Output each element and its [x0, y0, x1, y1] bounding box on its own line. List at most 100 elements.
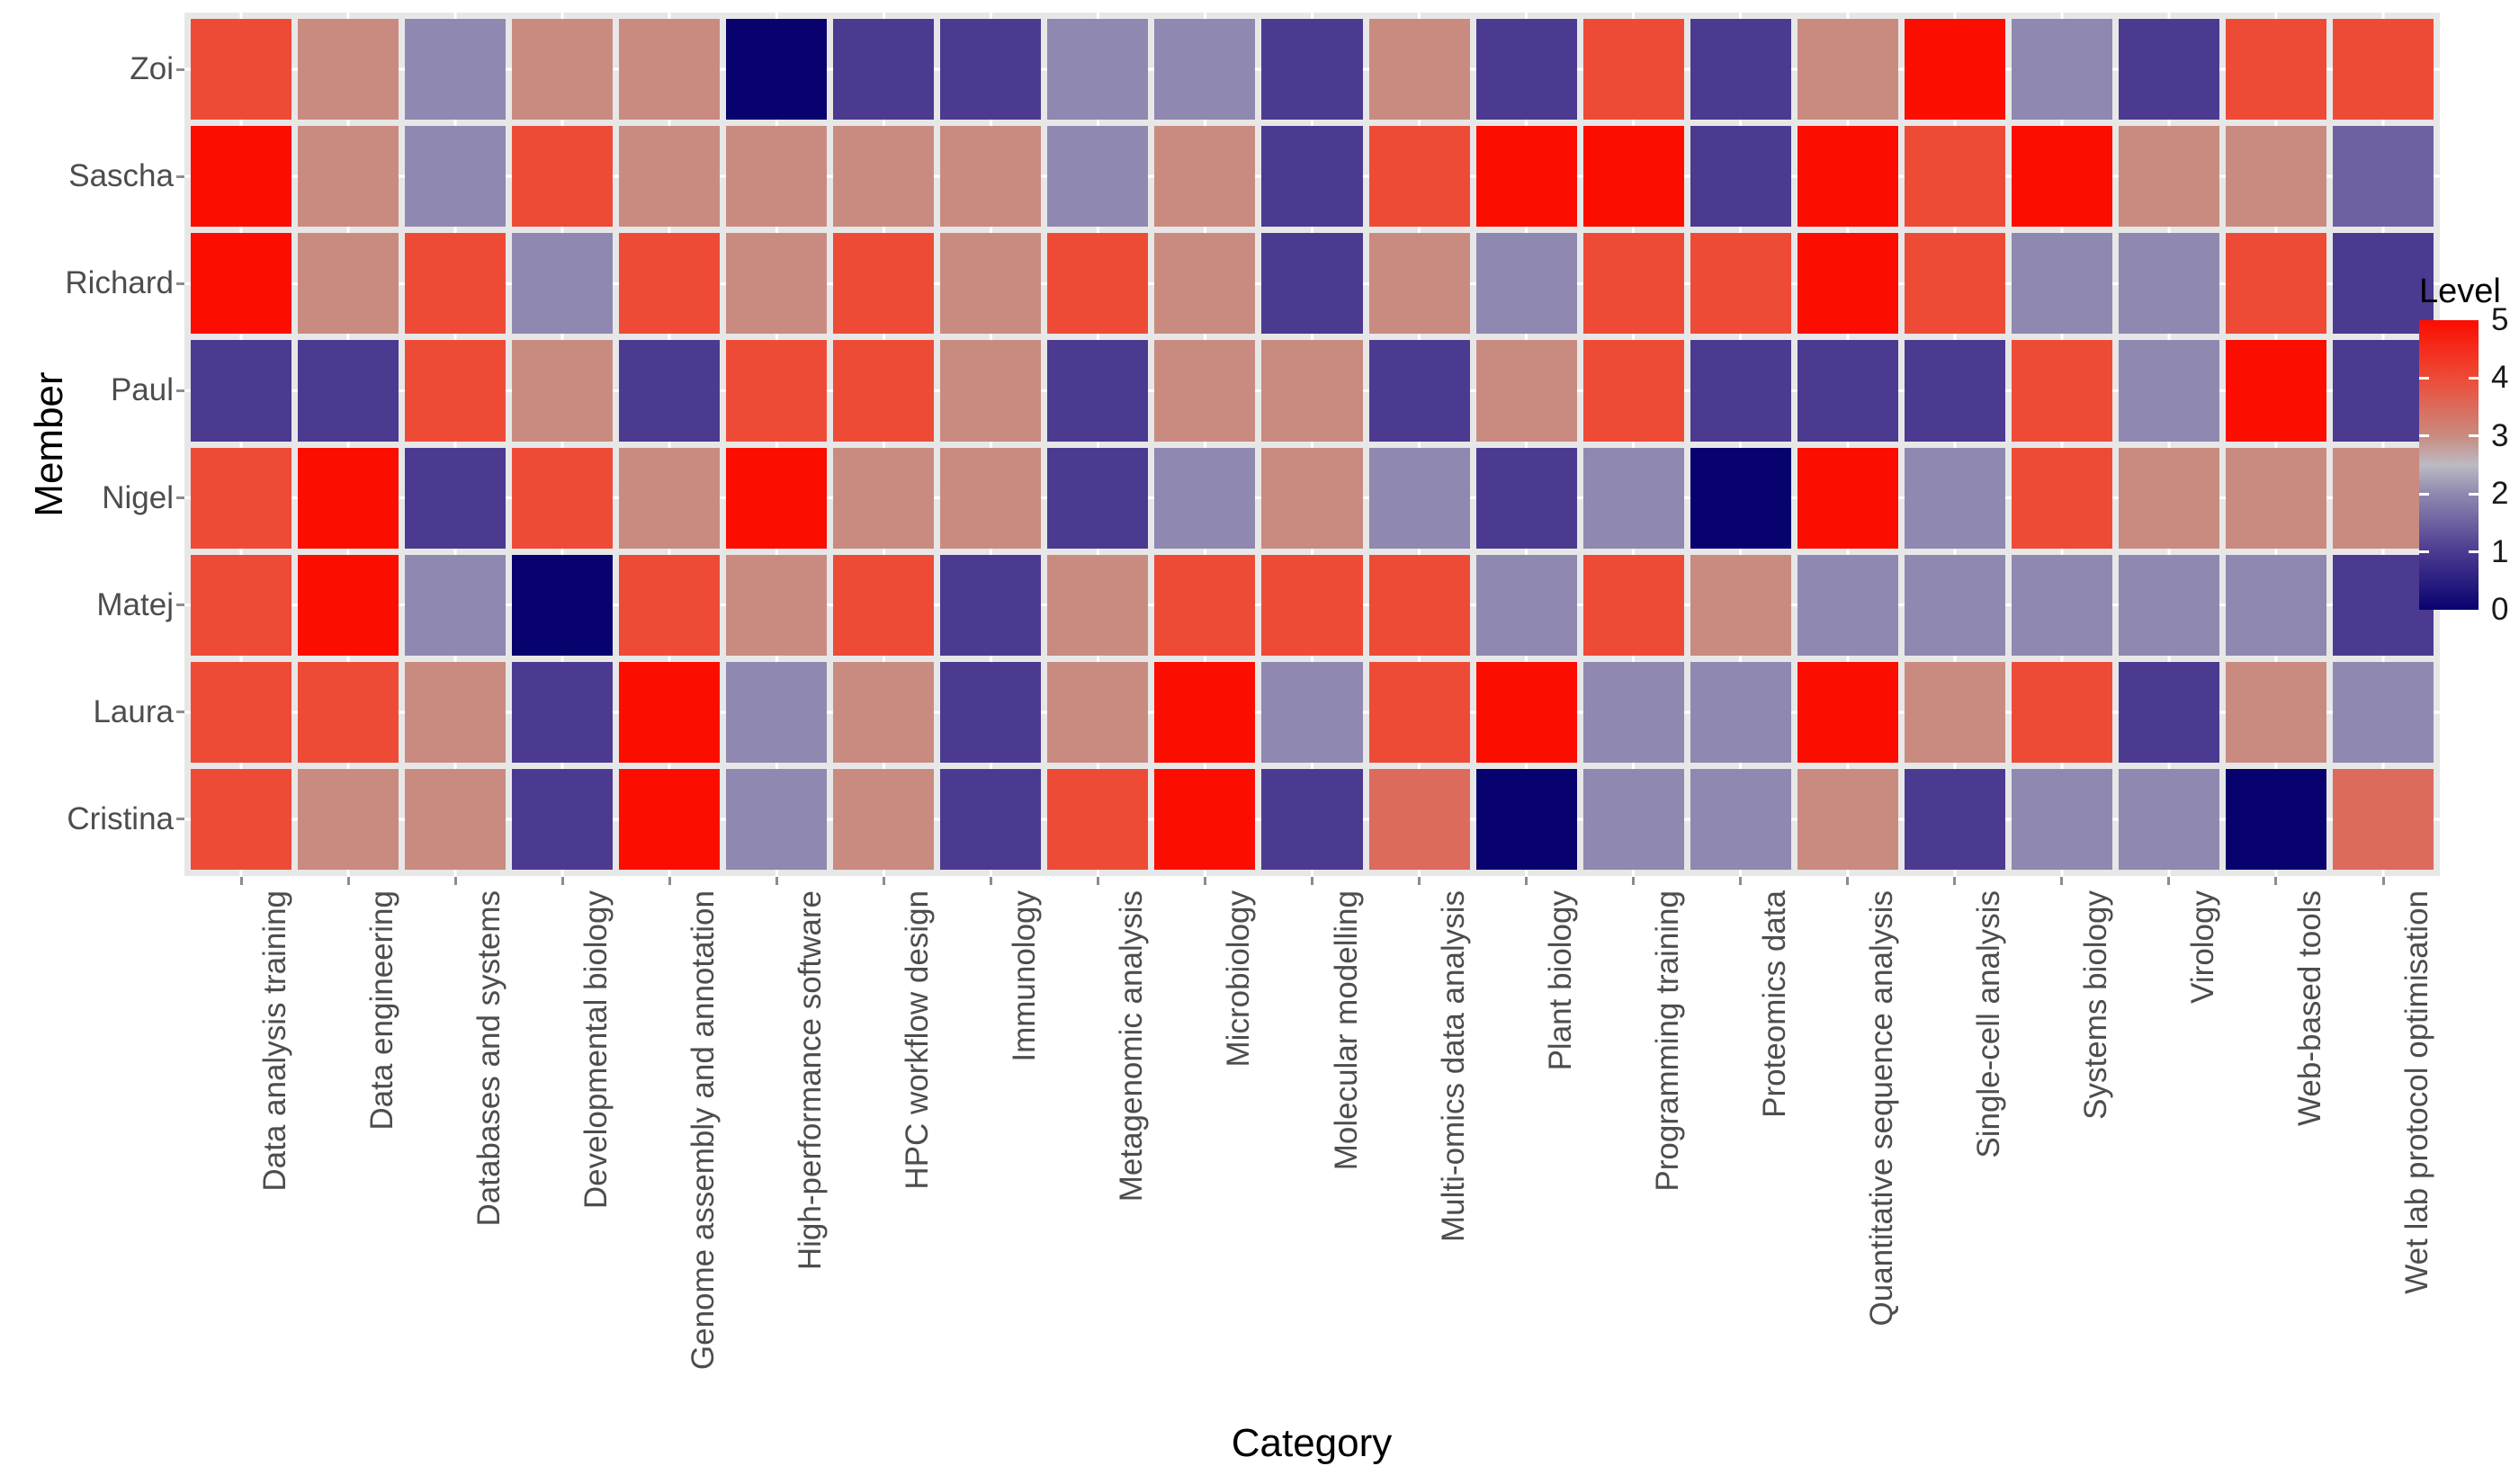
heatmap-cell: [619, 19, 721, 121]
x-tick-mark: [560, 877, 564, 885]
heatmap-cell: [191, 233, 292, 335]
x-axis-title: Category: [1231, 1421, 1393, 1465]
heatmap-cell: [619, 447, 721, 549]
heatmap-cell: [1797, 233, 1898, 335]
legend-tick-mark: [2469, 550, 2479, 554]
heatmap-cell: [1047, 126, 1149, 228]
heatmap-cell: [726, 340, 828, 442]
heatmap-cell: [1368, 19, 1470, 121]
x-tick-label: Multi-omics data analysis: [1435, 890, 1471, 1242]
heatmap-cell: [191, 768, 292, 870]
heatmap-cell: [940, 233, 1042, 335]
heatmap-cell: [405, 554, 506, 656]
x-tick-label: Metagenomic analysis: [1114, 890, 1150, 1202]
heatmap-cell: [833, 340, 935, 442]
heatmap-cell: [191, 340, 292, 442]
x-tick-mark: [1739, 877, 1743, 885]
y-tick-label: Nigel: [102, 479, 174, 515]
x-tick-mark: [2381, 877, 2385, 885]
x-tick-mark: [1096, 877, 1099, 885]
heatmap-cell: [405, 340, 506, 442]
heatmap-cell: [619, 126, 721, 228]
heatmap-cell: [512, 126, 614, 228]
y-tick-mark: [176, 711, 184, 714]
heatmap-cell: [512, 447, 614, 549]
y-tick-label: Matej: [96, 586, 174, 622]
heatmap-cell: [1797, 554, 1898, 656]
heatmap-cell: [512, 233, 614, 335]
heatmap-cell: [191, 447, 292, 549]
heatmap-cell: [405, 126, 506, 228]
x-tick-label: Virology: [2184, 890, 2220, 1004]
heatmap-cell: [2225, 661, 2326, 763]
heatmap-cell: [2332, 233, 2434, 335]
heatmap-cell: [2118, 126, 2219, 228]
heatmap-cell: [1690, 768, 1791, 870]
x-tick-mark: [1311, 877, 1314, 885]
heatmap-cell: [1154, 233, 1256, 335]
heatmap-cell: [1368, 768, 1470, 870]
heatmap-cell: [833, 447, 935, 549]
heatmap-cell: [940, 340, 1042, 442]
heatmap-cell: [940, 19, 1042, 121]
heatmap-cell: [1475, 126, 1577, 228]
legend-tick-mark: [2469, 376, 2479, 380]
heatmap-cell: [298, 340, 399, 442]
heatmap-cell: [1047, 661, 1149, 763]
heatmap-cell: [1261, 19, 1363, 121]
x-tick-mark: [453, 877, 457, 885]
heatmap-cell: [726, 447, 828, 549]
heatmap-cell: [1475, 233, 1577, 335]
heatmap-cell: [940, 554, 1042, 656]
heatmap-cell: [2332, 661, 2434, 763]
heatmap-cell: [1368, 340, 1470, 442]
heatmap-cell: [1690, 447, 1791, 549]
heatmap-cell: [1904, 661, 2005, 763]
y-tick-label: Cristina: [67, 800, 174, 836]
heatmap-cell: [1261, 447, 1363, 549]
legend-tick-label: 0: [2491, 592, 2509, 627]
heatmap-cell: [1904, 554, 2005, 656]
y-tick-mark: [176, 818, 184, 821]
heatmap-cell: [2118, 447, 2219, 549]
x-tick-mark: [2167, 877, 2171, 885]
x-tick-label: Systems biology: [2077, 890, 2113, 1120]
x-tick-mark: [346, 877, 350, 885]
heatmap-cell: [1261, 340, 1363, 442]
heatmap-cell: [726, 554, 828, 656]
legend-tick-mark: [2419, 434, 2429, 438]
heatmap-cell: [1154, 126, 1256, 228]
heatmap-cell: [512, 340, 614, 442]
heatmap-cell: [2011, 661, 2112, 763]
heatmap-cell: [726, 19, 828, 121]
heatmap-cell: [1904, 768, 2005, 870]
y-tick-mark: [176, 174, 184, 178]
heatmap-cell: [512, 554, 614, 656]
heatmap-cell: [2225, 554, 2326, 656]
heatmap-cell: [1261, 661, 1363, 763]
heatmap-cell: [1047, 340, 1149, 442]
x-tick-mark: [989, 877, 992, 885]
y-tick-label: Richard: [65, 265, 174, 301]
heatmap-cell: [298, 661, 399, 763]
heatmap-cell: [1154, 661, 1256, 763]
heatmap-cell: [940, 447, 1042, 549]
x-tick-mark: [1632, 877, 1636, 885]
x-tick-mark: [1418, 877, 1421, 885]
x-tick-label: Developmental biology: [578, 890, 614, 1210]
heatmap-cell: [1368, 661, 1470, 763]
y-tick-mark: [176, 389, 184, 392]
x-tick-label: Data analysis training: [257, 890, 293, 1192]
x-tick-label: Plant biology: [1542, 890, 1578, 1071]
heatmap-cell: [833, 19, 935, 121]
heatmap-cell: [1475, 661, 1577, 763]
y-tick-mark: [176, 67, 184, 71]
legend-tick-label: 1: [2491, 533, 2509, 569]
heatmap-cell: [1582, 447, 1684, 549]
y-tick-label: Sascha: [68, 158, 174, 194]
x-tick-mark: [668, 877, 671, 885]
heatmap-cell: [1797, 661, 1898, 763]
heatmap-cell: [298, 126, 399, 228]
x-tick-label: Wet lab protocol optimisation: [2399, 890, 2435, 1294]
